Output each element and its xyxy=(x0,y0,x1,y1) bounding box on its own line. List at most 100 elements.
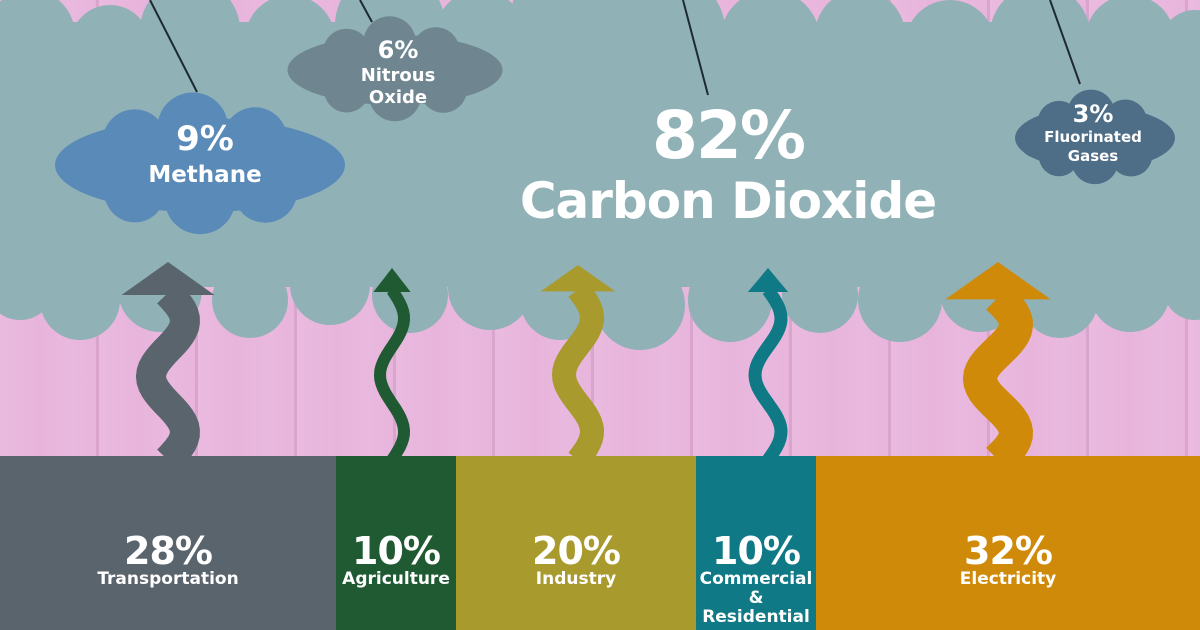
pointer-line xyxy=(149,0,198,93)
cloud-puff xyxy=(363,16,416,69)
cloud-puff xyxy=(782,257,858,333)
bar-label-industry: 20% Industry xyxy=(456,532,696,589)
bar-name: Industry xyxy=(535,569,617,589)
cloud-puff xyxy=(1022,262,1098,338)
cloud-puff xyxy=(595,260,685,350)
cloud-puff xyxy=(1067,89,1115,137)
cloud-puff xyxy=(1109,133,1153,177)
bar-name: Transportation xyxy=(97,569,239,589)
arrow-shaft xyxy=(135,282,200,471)
arrow-head xyxy=(373,268,411,292)
bar-name: Electricity xyxy=(959,569,1057,589)
arrow-shaft xyxy=(373,286,411,464)
nitrous-oxide-line-2: Oxide xyxy=(369,87,427,108)
cloud-puff xyxy=(815,0,905,80)
carbon-dioxide-cloud xyxy=(0,0,1200,350)
cloud-puff xyxy=(1038,135,1080,177)
arrow-shaft xyxy=(551,282,605,468)
pointer-line xyxy=(359,0,373,23)
bar-electricity xyxy=(816,456,1200,630)
arrow-shaft xyxy=(748,286,788,464)
bar-name: Agriculture xyxy=(342,569,450,589)
fluorinated-gases-cloud xyxy=(1015,89,1175,185)
carbon-dioxide-percent: 82% xyxy=(652,97,805,174)
cloud-puff xyxy=(419,65,468,113)
agriculture-arrow xyxy=(373,268,411,464)
transportation-arrow xyxy=(121,262,215,471)
arrow-shaft xyxy=(962,285,1033,473)
sector-arrows xyxy=(121,262,1051,473)
bar-percent: 28% xyxy=(124,529,213,573)
arrow-head xyxy=(945,262,1051,300)
bar-label-commercial-residential: 10% Commercial & Residential xyxy=(696,532,816,627)
arrow-head xyxy=(540,265,616,292)
cloud-puff xyxy=(1160,10,1200,80)
cloud-puff xyxy=(372,257,448,333)
carbon-dioxide-name: Carbon Dioxide xyxy=(520,172,936,230)
methane-name: Methane xyxy=(148,162,261,188)
cloud-puff xyxy=(448,246,532,330)
cloud-puff xyxy=(688,258,772,342)
bar-commercial-residential xyxy=(696,456,817,630)
nitrous-oxide-percent: 6% xyxy=(378,36,419,64)
cloud-puff xyxy=(290,245,370,325)
cloud-puff xyxy=(858,258,942,342)
cloud-puff xyxy=(223,107,288,172)
cloud-puff xyxy=(510,0,630,80)
bar-agriculture xyxy=(336,456,457,630)
fluorinated-gases-line-2: Gases xyxy=(1068,147,1119,165)
bar-label-electricity: 32% Electricity xyxy=(816,532,1200,589)
carbon-dioxide-label: 82% Carbon Dioxide xyxy=(520,97,937,230)
bar-percent: 32% xyxy=(964,529,1053,573)
gas-clouds xyxy=(55,16,1175,235)
commercial-residential-arrow xyxy=(747,268,789,464)
cloud-puff xyxy=(412,27,460,75)
cloud-puff xyxy=(0,0,75,80)
cloud-puff xyxy=(615,0,725,85)
cloud-puff xyxy=(157,92,229,164)
arrow-head xyxy=(747,268,789,292)
methane-label: 9% Methane xyxy=(148,119,261,188)
cloud-puff xyxy=(720,0,820,90)
fluorinated-gases-label: 3% Fluorinated Gases xyxy=(1044,100,1142,165)
cloud-puff xyxy=(164,163,236,235)
nitrous-oxide-cloud xyxy=(287,16,503,122)
methane-percent: 9% xyxy=(176,119,234,159)
sector-bars xyxy=(0,456,1200,630)
bar-transportation xyxy=(0,456,337,630)
pointer-lines xyxy=(149,0,1081,96)
nitrous-oxide-label: 6% Nitrous Oxide xyxy=(361,36,436,108)
bar-industry xyxy=(456,456,697,630)
cloud-puff xyxy=(322,28,371,77)
methane-cloud xyxy=(55,92,345,235)
bar-percent: 20% xyxy=(532,529,621,573)
cloud-puff xyxy=(1085,0,1175,85)
cloud-puff xyxy=(70,5,150,85)
cloud-puff xyxy=(1163,256,1200,320)
cloud-puff xyxy=(102,109,167,174)
cloud-puff xyxy=(324,67,370,113)
bar-name: & Residential xyxy=(702,588,810,627)
cloud-puff xyxy=(990,0,1090,85)
pointer-line xyxy=(1049,0,1081,85)
cloud-puff xyxy=(233,158,298,223)
nitrous-oxide-line-1: Nitrous xyxy=(361,65,436,86)
electricity-arrow xyxy=(945,262,1051,473)
cloud-puff xyxy=(40,260,120,340)
bar-label-agriculture: 10% Agriculture xyxy=(336,532,456,589)
pointer-line xyxy=(682,0,709,96)
cloud-puff xyxy=(140,0,240,80)
cloud-puff xyxy=(104,161,166,223)
arrow-head xyxy=(121,262,215,295)
cloud-puff xyxy=(212,262,288,338)
cloud-puff xyxy=(1090,252,1170,332)
fluorinated-gases-percent: 3% xyxy=(1073,100,1114,128)
cloud-puff xyxy=(1071,136,1119,185)
cloud-puff xyxy=(368,68,422,122)
cloud-puff xyxy=(905,0,995,90)
bar-label-transportation: 28% Transportation xyxy=(0,532,336,589)
industry-arrow xyxy=(540,265,616,468)
bar-name: Commercial xyxy=(699,569,813,589)
bar-percent: 10% xyxy=(712,529,801,573)
